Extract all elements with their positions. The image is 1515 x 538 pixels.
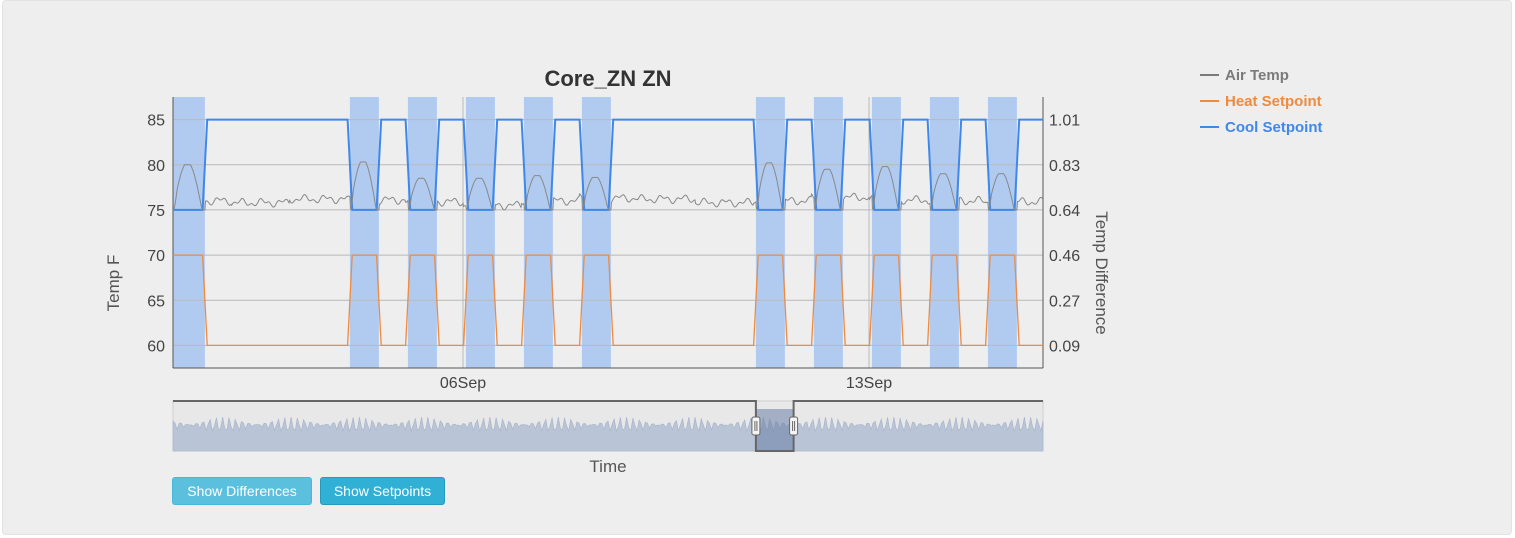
y-tick-label: 60 xyxy=(147,338,165,355)
legend-label-air-temp: Air Temp xyxy=(1225,66,1289,84)
legend-swatch-air-temp xyxy=(1200,74,1219,76)
y-tick-label: 80 xyxy=(147,158,165,175)
occupied-band xyxy=(871,97,901,368)
legend-swatch-cool-setpoint xyxy=(1200,126,1219,128)
plot-area[interactable]: 60 0.09 65 0.27 70 0.46 75 0.64 80 0.83 85 1.01 06Se… xyxy=(147,97,1080,392)
navigator-series xyxy=(172,416,1044,452)
y2-axis-label: Temp Difference xyxy=(1092,211,1111,334)
legend-item-heat-setpoint[interactable]: Heat Setpoint xyxy=(1200,88,1323,114)
heat-setpoint-line xyxy=(173,254,1043,347)
y2-tick-label: 0.64 xyxy=(1049,203,1080,220)
show-differences-button[interactable]: Show Differences xyxy=(172,477,312,505)
navigator-selection[interactable] xyxy=(755,409,794,451)
y-tick-label: 85 xyxy=(147,113,165,130)
occupied-band xyxy=(349,97,379,368)
x-axis-label: Time xyxy=(589,457,626,476)
occupied-band xyxy=(813,97,843,368)
navigator-outline xyxy=(173,400,1043,452)
legend-label-cool-setpoint: Cool Setpoint xyxy=(1225,118,1323,136)
air-temp-line xyxy=(172,161,1044,212)
occupied-band xyxy=(523,97,553,368)
legend-item-cool-setpoint[interactable]: Cool Setpoint xyxy=(1200,114,1323,140)
y2-tick-label: 0.27 xyxy=(1049,293,1080,310)
occupied-band xyxy=(755,97,785,368)
chart-legend: Air Temp Heat Setpoint Cool Setpoint xyxy=(1200,62,1323,140)
occupied-band xyxy=(987,97,1017,368)
occupied-band xyxy=(929,97,959,368)
show-setpoints-button[interactable]: Show Setpoints xyxy=(320,477,445,505)
y-tick-label: 75 xyxy=(147,203,165,220)
chart-title: Core_ZN ZN xyxy=(544,66,671,91)
navigator-left-handle[interactable] xyxy=(751,416,761,436)
navigator-right-handle[interactable] xyxy=(789,416,799,436)
range-navigator[interactable] xyxy=(172,400,1044,452)
occupied-band xyxy=(465,97,495,368)
occupied-band xyxy=(173,97,205,368)
y-tick-label: 70 xyxy=(147,248,165,265)
occupied-band xyxy=(581,97,611,368)
y2-tick-label: 0.46 xyxy=(1049,248,1080,265)
legend-label-heat-setpoint: Heat Setpoint xyxy=(1225,92,1322,110)
occupied-band xyxy=(407,97,437,368)
y2-tick-label: 0.83 xyxy=(1049,158,1080,175)
y2-tick-label: 1.01 xyxy=(1049,113,1080,130)
legend-item-air-temp[interactable]: Air Temp xyxy=(1200,62,1323,88)
y-tick-label: 65 xyxy=(147,293,165,310)
x-tick-label: 06Sep xyxy=(440,375,486,392)
legend-swatch-heat-setpoint xyxy=(1200,100,1219,102)
y2-tick-label: 0.09 xyxy=(1049,338,1080,355)
x-tick-label: 13Sep xyxy=(846,375,892,392)
cool-setpoint-line xyxy=(173,118,1043,211)
y-axis-label: Temp F xyxy=(104,255,123,312)
